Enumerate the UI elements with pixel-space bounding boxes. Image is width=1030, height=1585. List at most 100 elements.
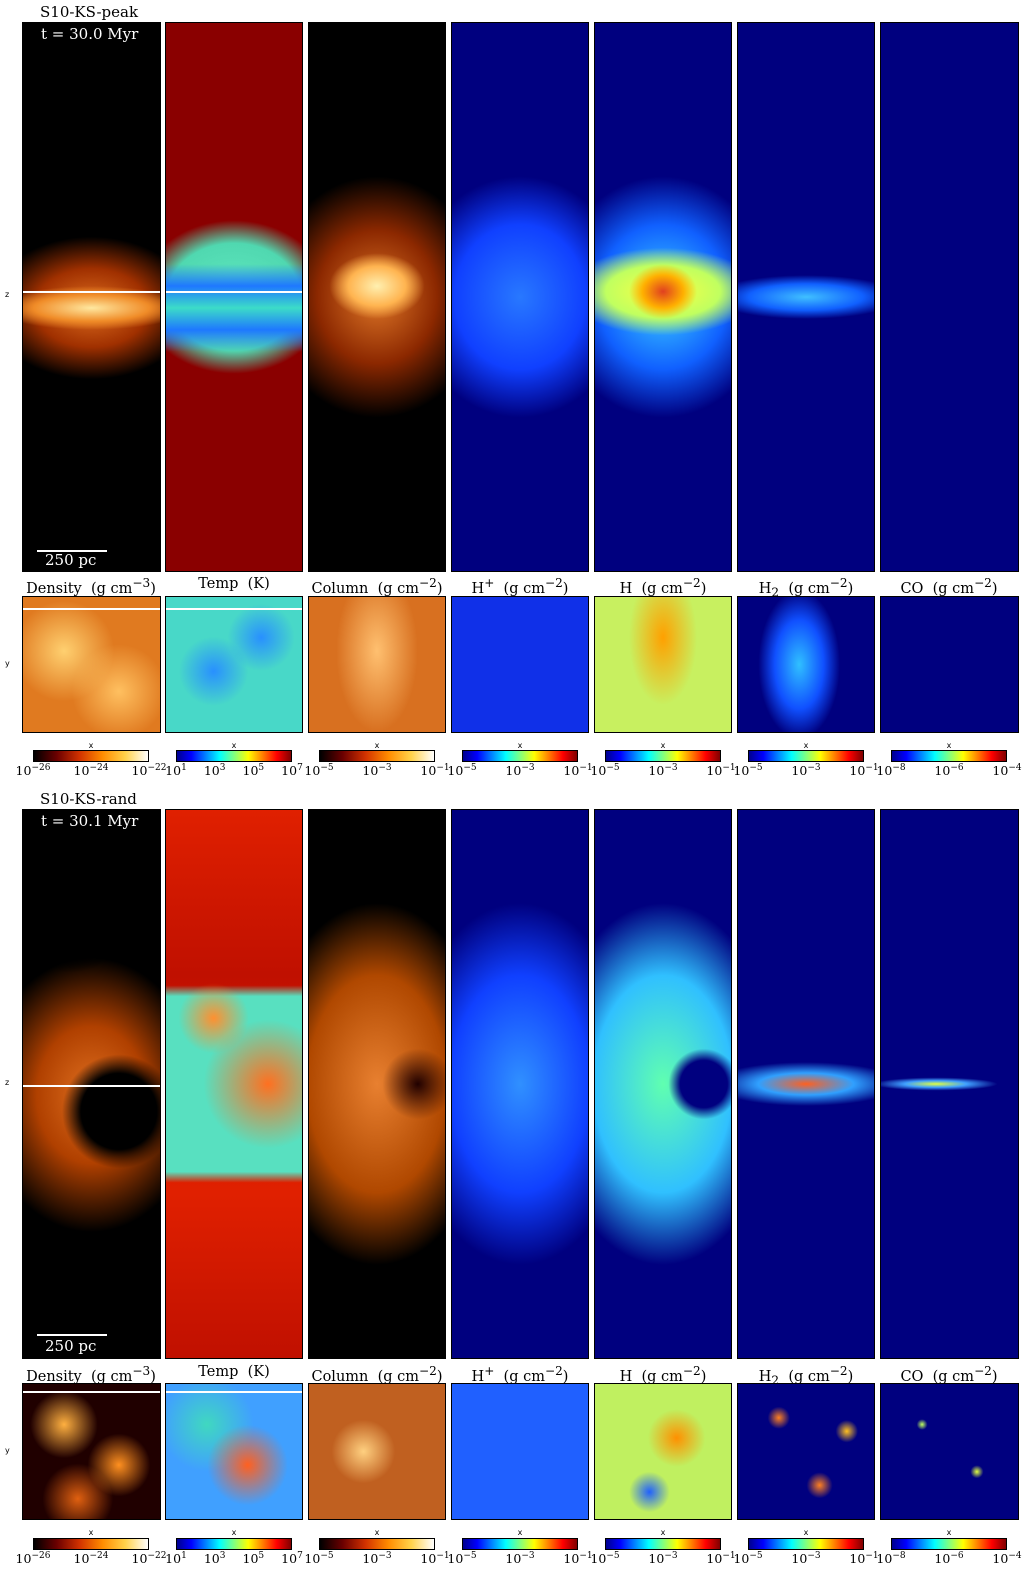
colorbar-density (33, 1538, 149, 1550)
colorbar-tick-label: 10−5 (733, 763, 763, 779)
colorbar-axis-label: x (946, 1528, 952, 1537)
h2-top-panel (737, 596, 875, 733)
colorbar-tick-label: 10−4 (992, 763, 1022, 779)
colorbar-tick-label: 103 (203, 763, 226, 779)
colorbar-tick-label: 105 (242, 1551, 265, 1567)
colorbar-axis-label: x (231, 741, 237, 750)
column-header-h-plus: H+ (g cm−2) (471, 1364, 569, 1385)
colorbar-tick-label: 10−26 (15, 763, 51, 779)
slice-line (166, 1391, 302, 1393)
colorbar-tick-label: 107 (281, 763, 303, 779)
side-axis-label: z (5, 1078, 10, 1087)
colorbar-tick-label: 10−4 (992, 1551, 1022, 1567)
column-header-h-plus: H+ (g cm−2) (471, 576, 569, 597)
colorbar-tick-label: 10−1 (706, 1551, 736, 1567)
top-axis-label: y (5, 659, 10, 668)
colorbar-tick-label: 10−3 (648, 1551, 678, 1567)
h-atomic-side-panel (594, 809, 732, 1359)
colorbar-tick-label: 10−5 (590, 763, 620, 779)
colorbar-h-plus (462, 1538, 578, 1550)
colorbar-h2 (748, 750, 864, 762)
colorbar-tick-label: 10−1 (563, 763, 593, 779)
colorbar-tick-label: 10−22 (131, 763, 167, 779)
colorbar-axis-label: x (231, 1528, 237, 1537)
colorbar-tick-label: 10−22 (131, 1551, 167, 1567)
column-header-co: CO (g cm−2) (900, 576, 998, 597)
column-header-co: CO (g cm−2) (900, 1364, 998, 1385)
colorbar-h (605, 750, 721, 762)
colorbar-tick-label: 10−6 (934, 1551, 964, 1567)
scale-bar (37, 550, 107, 552)
colorbar-tick-label: 10−8 (876, 763, 906, 779)
colorbar-tick-label: 10−6 (934, 763, 964, 779)
colorbar-tick-label: 10−5 (447, 1551, 477, 1567)
h2-top-panel (737, 1383, 875, 1520)
slice-line (166, 291, 302, 293)
colorbar-temperature (176, 750, 292, 762)
colorbar-tick-label: 10−3 (648, 763, 678, 779)
co-top-panel (880, 596, 1019, 733)
colorbar-h (605, 1538, 721, 1550)
colorbar-axis-label: x (374, 741, 380, 750)
colorbar-tick-label: 10−1 (849, 763, 879, 779)
slice-line (23, 291, 160, 293)
column-top-panel (308, 596, 446, 733)
column-header-column: Column (g cm−2) (311, 1364, 443, 1385)
colorbar-column (319, 1538, 435, 1550)
column-header-column: Column (g cm−2) (311, 576, 443, 597)
h2-side-panel (737, 22, 875, 572)
column-header-h2: H2 (g cm−2) (758, 1364, 854, 1388)
column-top-panel (308, 1383, 446, 1520)
scale-bar (37, 1334, 107, 1336)
simulation-title: S10-KS-peak (40, 3, 139, 21)
time-label: t = 30.1 Myr (41, 812, 139, 830)
temperature-top-panel (165, 1383, 303, 1520)
colorbar-tick-label: 101 (165, 763, 187, 779)
colorbar-tick-label: 10−5 (304, 763, 334, 779)
colorbar-h-plus (462, 750, 578, 762)
colorbar-axis-label: x (374, 1528, 380, 1537)
colorbar-tick-label: 10−24 (73, 763, 109, 779)
column-header-h2: H2 (g cm−2) (758, 576, 854, 600)
slice-line (23, 608, 160, 610)
colorbar-axis-label: x (88, 1528, 94, 1537)
colorbar-tick-label: 10−3 (791, 1551, 821, 1567)
column-header-temperature: Temp (K) (198, 576, 270, 592)
colorbar-axis-label: x (803, 1528, 809, 1537)
simulation-title: S10-KS-rand (40, 790, 137, 808)
colorbar-axis-label: x (660, 1528, 666, 1537)
scale-bar-label: 250 pc (45, 1337, 97, 1355)
colorbar-tick-label: 10−5 (304, 1551, 334, 1567)
colorbar-tick-label: 105 (242, 763, 265, 779)
column-side-panel (308, 22, 446, 572)
colorbar-tick-label: 10−5 (447, 763, 477, 779)
colorbar-axis-label: x (660, 741, 666, 750)
co-side-panel (880, 809, 1019, 1359)
colorbar-tick-label: 103 (203, 1551, 226, 1567)
column-header-temperature: Temp (K) (198, 1364, 270, 1380)
slice-line (23, 1391, 160, 1393)
column-side-panel (308, 809, 446, 1359)
column-header-h: H (g cm−2) (619, 576, 707, 597)
h-plus-top-panel (451, 596, 589, 733)
co-side-panel (880, 22, 1019, 572)
time-label: t = 30.0 Myr (41, 25, 139, 43)
h-atomic-side-panel (594, 22, 732, 572)
colorbar-tick-label: 10−3 (362, 763, 392, 779)
colorbar-co (891, 1538, 1007, 1550)
co-top-panel (880, 1383, 1019, 1520)
column-header-h: H (g cm−2) (619, 1364, 707, 1385)
h-plus-side-panel (451, 809, 589, 1359)
colorbar-tick-label: 107 (281, 1551, 303, 1567)
temperature-top-panel (165, 596, 303, 733)
h-plus-side-panel (451, 22, 589, 572)
colorbar-column (319, 750, 435, 762)
column-header-density: Density (g cm−3) (26, 576, 156, 597)
colorbar-tick-label: 10−3 (505, 1551, 535, 1567)
colorbar-temperature (176, 1538, 292, 1550)
colorbar-tick-label: 10−3 (362, 1551, 392, 1567)
colorbar-tick-label: 10−26 (15, 1551, 51, 1567)
side-axis-label: z (5, 290, 10, 299)
colorbar-h2 (748, 1538, 864, 1550)
colorbar-tick-label: 10−5 (590, 1551, 620, 1567)
